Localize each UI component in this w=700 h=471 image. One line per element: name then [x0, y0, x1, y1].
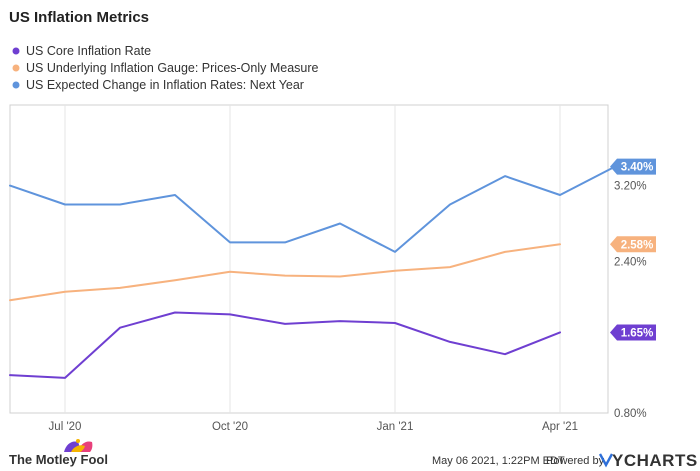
motley-fool-logo: The Motley Fool: [9, 439, 108, 467]
plot-area: [9, 104, 609, 414]
legend-marker: [12, 81, 20, 89]
x-tick-label: Apr '21: [542, 421, 578, 433]
last-value-text: 3.40%: [621, 162, 654, 174]
plot-border: [9, 104, 609, 414]
last-value-label: 2.58%: [610, 236, 656, 253]
powered-by-text: Powered by: [546, 455, 605, 467]
y-tick-label: 2.40%: [614, 256, 647, 268]
chart-legend: US Core Inflation Rate US Underlying Infl…: [12, 44, 319, 92]
last-value-text: 1.65%: [621, 327, 654, 339]
timestamp: May 06 2021, 1:22PM EDT.: [432, 455, 567, 467]
legend-marker: [12, 64, 20, 72]
last-value-tag: [610, 158, 656, 175]
y-tick-label: 0.80%: [614, 408, 647, 420]
ycharts-wordmark: YCHARTS: [612, 451, 698, 470]
last-value-tag: [610, 236, 656, 253]
series-line: [9, 165, 616, 253]
legend-marker: [12, 47, 20, 55]
y-axis: 0.80% 2.40% 3.20%: [614, 181, 647, 420]
series-line: [9, 243, 561, 302]
footer: The Motley Fool May 06 2021, 1:22PM EDT.…: [9, 439, 698, 470]
x-tick-label: Jan '21: [377, 421, 414, 433]
ycharts-logo: YCHARTS: [598, 451, 698, 470]
x-gridlines: [64, 105, 561, 413]
last-value-labels: 1.65% 2.58% 3.40%: [610, 158, 656, 341]
last-value-label: 1.65%: [610, 324, 656, 341]
ycharts-check-icon: [598, 453, 614, 468]
x-tick-label: Jul '20: [49, 421, 82, 433]
last-value-text: 2.58%: [621, 239, 654, 251]
series-line: [9, 311, 561, 379]
x-axis: Jul '20 Oct '20 Jan '21 Apr '21: [49, 421, 578, 433]
last-value-tag: [610, 324, 656, 341]
brand-name: The Motley Fool: [9, 452, 108, 467]
x-tick-label: Oct '20: [212, 421, 248, 433]
y-tick-label: 3.20%: [614, 181, 647, 193]
legend-label: US Underlying Inflation Gauge: Prices-On…: [26, 61, 319, 75]
legend-label: US Core Inflation Rate: [26, 44, 151, 58]
y-gridlines: [10, 186, 608, 413]
legend-label: US Expected Change in Inflation Rates: N…: [26, 78, 304, 92]
jester-hat-icon: [64, 439, 93, 452]
series-lines: [9, 165, 616, 379]
last-value-label: 3.40%: [610, 158, 656, 175]
chart-title: US Inflation Metrics: [9, 9, 149, 26]
